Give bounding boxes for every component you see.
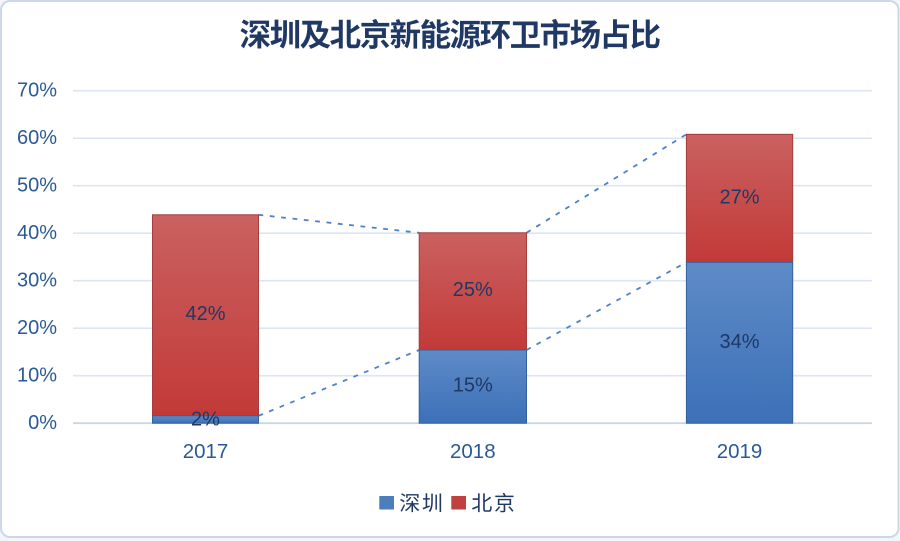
svg-text:25%: 25% [453,279,493,301]
svg-text:2%: 2% [191,408,220,430]
svg-text:0%: 0% [28,412,57,434]
svg-text:2017: 2017 [183,440,229,463]
svg-text:15%: 15% [453,375,493,397]
svg-text:40%: 40% [17,222,57,244]
svg-text:10%: 10% [17,365,57,387]
svg-text:27%: 27% [719,186,759,208]
svg-text:20%: 20% [17,317,57,339]
svg-text:50%: 50% [17,175,57,197]
svg-text:2019: 2019 [717,440,763,463]
svg-text:30%: 30% [17,270,57,292]
svg-text:34%: 34% [719,331,759,353]
svg-text:70%: 70% [17,80,57,102]
svg-text:60%: 60% [17,127,57,149]
svg-text:2018: 2018 [450,440,496,463]
svg-text:42%: 42% [185,303,225,325]
